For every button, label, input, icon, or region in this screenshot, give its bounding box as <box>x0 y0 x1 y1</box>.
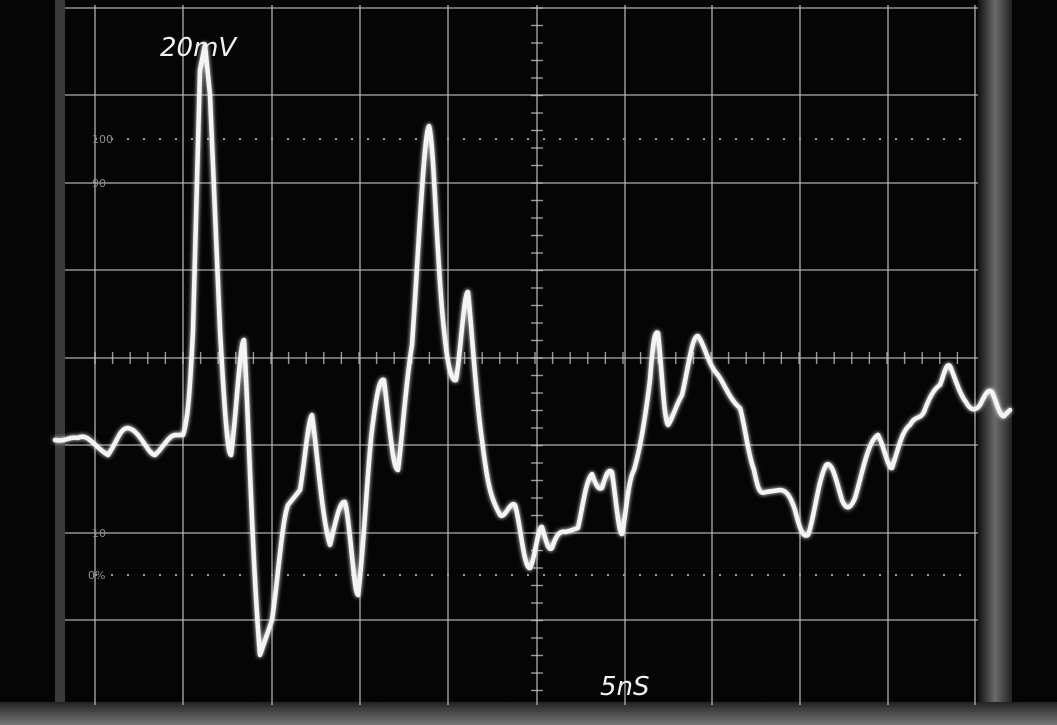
vertical-scale-label: 20mV <box>160 33 238 63</box>
left-bezel <box>55 0 65 725</box>
center-ticks <box>94 7 959 692</box>
label-100: 100 <box>92 133 113 146</box>
waveform <box>52 42 1013 658</box>
bottom-bezel <box>0 702 1057 725</box>
time-scale-label: 5nS <box>600 672 650 702</box>
right-bezel <box>978 0 1012 725</box>
label-0: 0% <box>88 569 105 582</box>
label-90: 90 <box>92 177 106 190</box>
label-10: 10 <box>92 527 106 540</box>
